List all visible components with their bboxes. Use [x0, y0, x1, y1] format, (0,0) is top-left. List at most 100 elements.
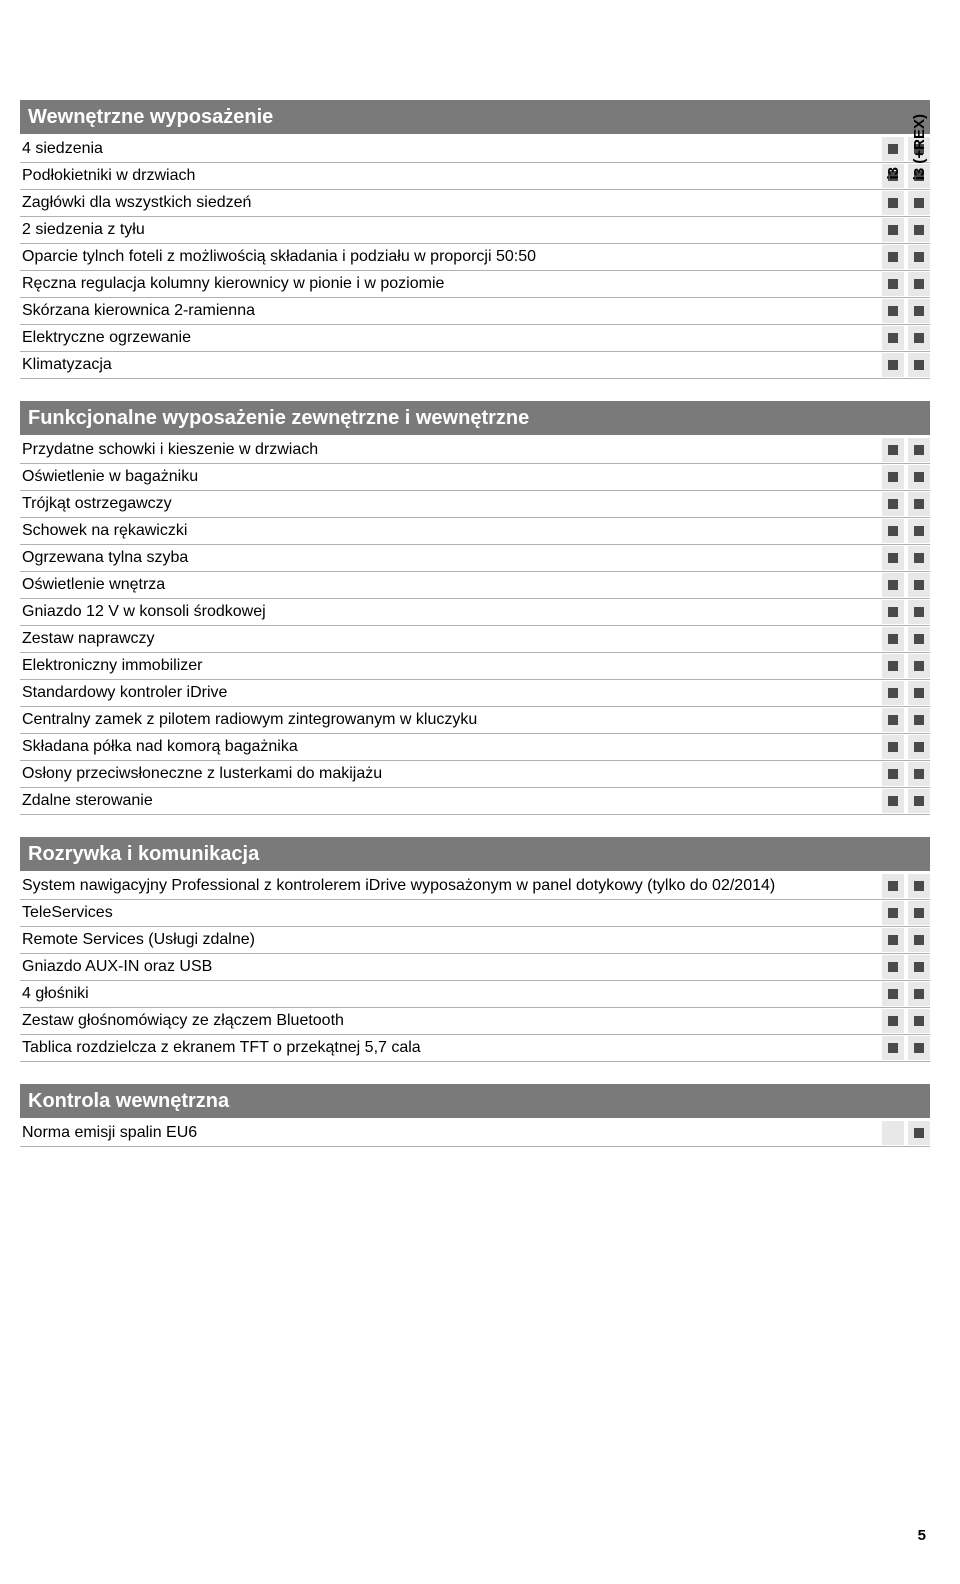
- standard-mark-icon: [914, 796, 924, 806]
- standard-mark-icon: [888, 607, 898, 617]
- mark-cell: [882, 438, 904, 462]
- row-marks: [882, 735, 930, 759]
- page-number: 5: [20, 1527, 930, 1544]
- mark-cell: [882, 627, 904, 651]
- row-label: Zdalne sterowanie: [20, 790, 882, 812]
- section-header: Kontrola wewnętrzna: [20, 1084, 930, 1118]
- mark-cell: [908, 1121, 930, 1145]
- standard-mark-icon: [888, 445, 898, 455]
- standard-mark-icon: [914, 989, 924, 999]
- mark-cell: [882, 708, 904, 732]
- table-row: Oparcie tylnch foteli z możliwością skła…: [20, 244, 930, 271]
- mark-cell: [908, 438, 930, 462]
- standard-mark-icon: [914, 306, 924, 316]
- standard-mark-icon: [914, 1016, 924, 1026]
- standard-mark-icon: [914, 279, 924, 289]
- row-label: Zestaw naprawczy: [20, 628, 882, 650]
- standard-mark-icon: [888, 688, 898, 698]
- table-row: Ogrzewana tylna szyba: [20, 545, 930, 572]
- standard-mark-icon: [888, 499, 898, 509]
- row-marks: [882, 681, 930, 705]
- mark-cell: [908, 245, 930, 269]
- row-label: Remote Services (Usługi zdalne): [20, 929, 882, 951]
- row-marks: [882, 982, 930, 1006]
- table-row: Elektroniczny immobilizer: [20, 653, 930, 680]
- row-marks: [882, 789, 930, 813]
- standard-mark-icon: [914, 225, 924, 235]
- row-label: TeleServices: [20, 902, 882, 924]
- table-row: Standardowy kontroler iDrive: [20, 680, 930, 707]
- standard-mark-icon: [914, 688, 924, 698]
- mark-cell: [882, 573, 904, 597]
- table-row: Osłony przeciwsłoneczne z lusterkami do …: [20, 761, 930, 788]
- table-row: Składana półka nad komorą bagażnika: [20, 734, 930, 761]
- mark-cell: [882, 299, 904, 323]
- mark-cell: [882, 326, 904, 350]
- mark-cell: [908, 681, 930, 705]
- row-marks: [882, 600, 930, 624]
- mark-cell: [908, 1009, 930, 1033]
- row-marks: [882, 492, 930, 516]
- row-marks: [882, 955, 930, 979]
- mark-cell: [882, 654, 904, 678]
- row-marks: [882, 326, 930, 350]
- mark-cell: [908, 627, 930, 651]
- mark-cell: [908, 272, 930, 296]
- page: i3 i3 (+REX) Wewnętrzne wyposażenie4 sie…: [20, 100, 930, 1544]
- mark-cell: [882, 955, 904, 979]
- mark-cell: [882, 1009, 904, 1033]
- standard-mark-icon: [914, 607, 924, 617]
- mark-cell: [908, 708, 930, 732]
- standard-mark-icon: [914, 445, 924, 455]
- table-row: Podłokietniki w drzwiach: [20, 163, 930, 190]
- mark-cell: [882, 681, 904, 705]
- standard-mark-icon: [914, 553, 924, 563]
- table-row: Tablica rozdzielcza z ekranem TFT o prze…: [20, 1035, 930, 1062]
- column-header-label: i3 (+REX): [911, 114, 928, 180]
- standard-mark-icon: [888, 279, 898, 289]
- mark-cell: [908, 955, 930, 979]
- mark-cell: [882, 874, 904, 898]
- mark-cell: [908, 982, 930, 1006]
- mark-cell: [908, 1036, 930, 1060]
- table-row: Przydatne schowki i kieszenie w drzwiach: [20, 437, 930, 464]
- row-label: Ręczna regulacja kolumny kierownicy w pi…: [20, 273, 882, 295]
- mark-cell: [908, 191, 930, 215]
- row-label: Zestaw głośnomówiący ze złączem Bluetoot…: [20, 1010, 882, 1032]
- row-label: Norma emisji spalin EU6: [20, 1122, 882, 1144]
- table-row: 4 siedzenia: [20, 136, 930, 163]
- mark-cell: [908, 326, 930, 350]
- standard-mark-icon: [888, 634, 898, 644]
- row-label: Przydatne schowki i kieszenie w drzwiach: [20, 439, 882, 461]
- row-label: Podłokietniki w drzwiach: [20, 165, 882, 187]
- standard-mark-icon: [888, 198, 898, 208]
- row-label: System nawigacyjny Professional z kontro…: [20, 875, 882, 897]
- standard-mark-icon: [888, 306, 898, 316]
- mark-cell: [882, 519, 904, 543]
- row-marks: [882, 1121, 930, 1145]
- standard-mark-icon: [914, 661, 924, 671]
- mark-cell: [908, 299, 930, 323]
- row-label: Trójkąt ostrzegawczy: [20, 493, 882, 515]
- standard-mark-icon: [914, 526, 924, 536]
- row-label: Ogrzewana tylna szyba: [20, 547, 882, 569]
- section-header: Rozrywka i komunikacja: [20, 837, 930, 871]
- mark-cell: [908, 735, 930, 759]
- standard-mark-icon: [914, 715, 924, 725]
- table-row: TeleServices: [20, 900, 930, 927]
- standard-mark-icon: [914, 333, 924, 343]
- row-label: Osłony przeciwsłoneczne z lusterkami do …: [20, 763, 882, 785]
- row-label: Tablica rozdzielcza z ekranem TFT o prze…: [20, 1037, 882, 1059]
- row-label: Oświetlenie w bagażniku: [20, 466, 882, 488]
- row-marks: [882, 245, 930, 269]
- mark-cell: [882, 546, 904, 570]
- standard-mark-icon: [914, 935, 924, 945]
- row-label: 2 siedzenia z tyłu: [20, 219, 882, 241]
- mark-cell: [882, 191, 904, 215]
- standard-mark-icon: [914, 360, 924, 370]
- mark-cell: [882, 735, 904, 759]
- table-row: 4 głośniki: [20, 981, 930, 1008]
- table-row: 2 siedzenia z tyłu: [20, 217, 930, 244]
- table-row: Klimatyzacja: [20, 352, 930, 379]
- standard-mark-icon: [888, 881, 898, 891]
